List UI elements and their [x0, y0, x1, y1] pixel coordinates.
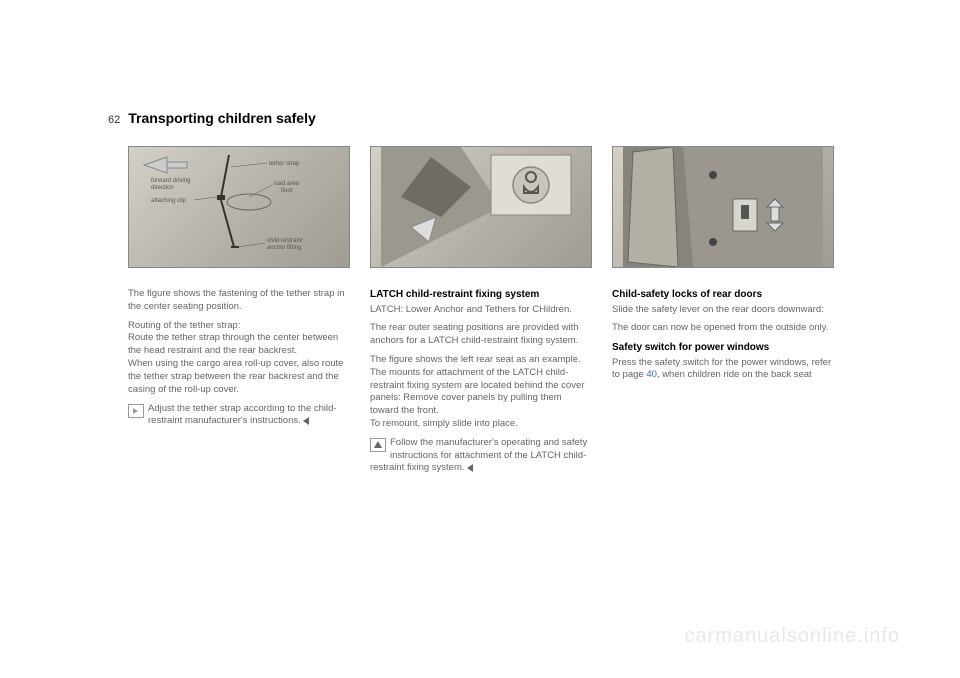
col1-p2c: When using the cargo area roll-up cover,… [128, 358, 343, 395]
fig1-label-tether: tether strap [269, 161, 300, 167]
col1-p1: The figure shows the fastening of the te… [128, 288, 348, 314]
fig1-label-anchor1: child restraint [267, 238, 303, 244]
col2-note: Follow the manufacturer's operat­ing and… [370, 437, 590, 475]
col3-h2: Safety switch for power windows [612, 341, 832, 355]
fig1-label-load2: floor [281, 188, 293, 194]
col1-p2a: Routing of the tether strap: [128, 320, 240, 331]
col2-p2: The rear outer seating positions are pro… [370, 322, 590, 348]
col3-p2: The door can now be opened from the outs… [612, 322, 832, 335]
col2-p3: The figure shows the left rear seat as a… [370, 354, 590, 431]
end-marker-icon [467, 464, 473, 472]
page-title: Transporting children safely [128, 110, 316, 126]
figure-child-lock [612, 146, 834, 268]
col3-p3: Press the safety switch for the power wi… [612, 357, 832, 383]
fig1-label-anchor2: anchor fitting [267, 245, 301, 251]
col3-p1: Slide the safety lever on the rear doors… [612, 304, 832, 317]
col3-p3b: , when chil­dren ride on the back seat [657, 369, 812, 380]
content-columns: tether strap forward driving direction a… [128, 146, 832, 481]
figure-latch [370, 146, 592, 268]
col2-note-text: Follow the manufacturer's operat­ing and… [370, 437, 587, 474]
fig1-label-clip: attaching clip [151, 198, 187, 204]
figure-tether-strap: tether strap forward driving direction a… [128, 146, 350, 268]
watermark: carmanualsonline.info [684, 625, 900, 648]
column-2: LATCH child-restraint fixing system LATC… [370, 146, 590, 481]
col3-h1: Child-safety locks of rear doors [612, 288, 832, 302]
info-icon [128, 404, 144, 418]
manual-page: 62 Transporting children safely tether s… [0, 0, 960, 678]
column-3: Child-safety locks of rear doors Slide t… [612, 146, 832, 481]
col1-p2b: Route the tether strap through the cen­t… [128, 332, 338, 356]
page-reference-link[interactable]: 40 [646, 369, 657, 380]
col1-note: Adjust the tether strap according to the… [128, 403, 348, 429]
col2-p1: LATCH: Lower Anchor and Tethers for CHil… [370, 304, 590, 317]
end-marker-icon [303, 417, 309, 425]
col2-h1: LATCH child-restraint fixing system [370, 288, 590, 302]
fig1-label-load1: load area [274, 181, 300, 187]
fig1-label-forward2: direction [151, 185, 174, 191]
page-header: 62 Transporting children safely [108, 110, 316, 126]
fig1-label-forward1: forward driving [151, 178, 190, 184]
col2-p3b: To remount, simply slide into place. [370, 418, 518, 429]
column-1: tether strap forward driving direction a… [128, 146, 348, 481]
col2-p3a: The figure shows the left rear seat as a… [370, 354, 584, 416]
warning-icon [370, 438, 386, 452]
col1-p2: Routing of the tether strap: Route the t… [128, 320, 348, 397]
page-number: 62 [108, 114, 120, 126]
